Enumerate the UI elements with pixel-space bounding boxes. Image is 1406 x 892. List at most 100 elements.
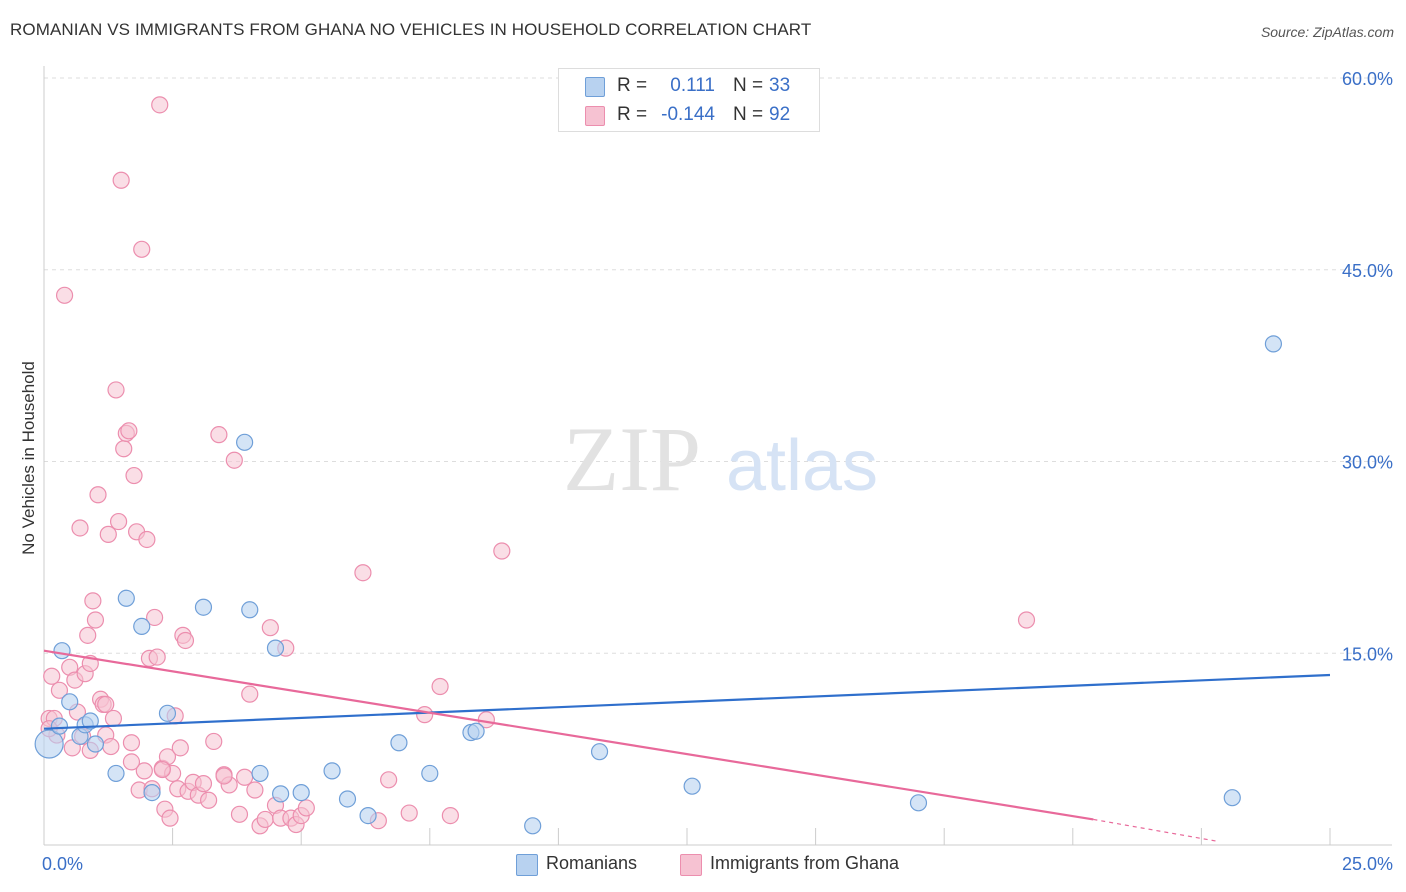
legend-n-label: N = [733, 104, 764, 125]
axes [43, 66, 1392, 846]
data-point-romanians [133, 617, 151, 636]
x-tick-labels: 0.0% 25.0% [42, 854, 1393, 874]
legend-r-value: 0.111 [670, 75, 715, 96]
x-tick-label: 25.0% [1342, 854, 1393, 874]
data-point-romanians [34, 729, 64, 759]
data-point-ghana [135, 762, 153, 780]
y-tick-label: 60.0% [1342, 69, 1393, 89]
data-point-romanians [117, 589, 135, 607]
data-point-ghana [256, 810, 274, 829]
data-point-ghana [400, 804, 418, 822]
data-point-ghana [109, 512, 128, 531]
data-point-ghana [194, 775, 213, 793]
data-point-ghana [133, 240, 151, 258]
legend-swatch-blue [585, 77, 605, 97]
trend-line-ghana [43, 649, 1094, 821]
data-point-romanians [359, 806, 377, 825]
data-point-ghana [246, 781, 264, 799]
data-point-ghana [71, 519, 89, 537]
legend-r-value: -0.144 [661, 104, 715, 125]
y-axis-label: No Vehicles in Household [19, 361, 38, 555]
data-point-romanians [81, 712, 99, 730]
data-point-romanians [683, 777, 701, 795]
data-point-ghana [43, 667, 61, 685]
data-point-ghana [354, 564, 372, 582]
data-point-ghana [50, 681, 69, 699]
data-point-ghana [89, 486, 107, 504]
data-point-romanians [272, 785, 290, 803]
data-point-romanians [241, 601, 259, 619]
legend-n-value: 33 [769, 75, 791, 96]
data-point-ghana [122, 753, 141, 771]
data-point-romanians [1264, 335, 1283, 353]
legend-swatch-blue [516, 854, 538, 876]
data-point-ghana [104, 709, 123, 728]
data-point-ghana [171, 739, 189, 757]
legend-n-label: N = [733, 75, 764, 96]
data-point-romanians [86, 735, 105, 753]
data-point-ghana [176, 631, 195, 650]
trend-lines [43, 649, 1331, 842]
watermark: ZIP atlas [563, 408, 878, 510]
data-point-ghana [120, 422, 138, 440]
data-point-romanians [590, 743, 609, 761]
data-point-ghana [97, 695, 115, 713]
data-point-ghana [148, 648, 166, 666]
data-point-ghana [261, 619, 279, 637]
y-tick-label: 45.0% [1342, 261, 1393, 281]
data-point-ghana [241, 685, 259, 703]
legend-swatch-pink [680, 854, 702, 876]
data-point-ghana [107, 381, 125, 399]
data-point-ghana [200, 791, 218, 809]
watermark-atlas: atlas [726, 426, 878, 506]
data-point-ghana [230, 805, 249, 823]
data-point-romanians [467, 722, 485, 740]
data-point-romanians [390, 734, 408, 752]
trend-line-romanians [43, 673, 1331, 730]
data-point-romanians [421, 764, 439, 783]
data-point-romanians [50, 717, 69, 735]
data-point-ghana [102, 737, 120, 756]
trend-line-ghana-extension [1093, 818, 1217, 842]
grid [44, 77, 1392, 654]
data-point-ghana [441, 806, 459, 825]
data-point-ghana [215, 767, 233, 785]
y-tick-label: 30.0% [1342, 453, 1393, 473]
data-point-romanians [292, 783, 310, 802]
legend-n-value: 92 [769, 104, 791, 125]
data-point-ghana [297, 799, 315, 817]
data-point-ghana [380, 771, 398, 789]
data-point-ghana [225, 451, 243, 469]
x-tick-label: 0.0% [42, 854, 83, 874]
chart-title: ROMANIAN VS IMMIGRANTS FROM GHANA NO VEH… [10, 20, 812, 39]
data-point-ghana [153, 760, 171, 779]
data-point-ghana [431, 677, 449, 696]
data-point-romanians [338, 790, 357, 808]
data-point-ghana [416, 706, 434, 724]
legend-label-romanians: Romanians [546, 853, 638, 873]
data-point-ghana [115, 440, 133, 458]
data-point-romanians [53, 642, 71, 660]
legend-swatch-pink [585, 106, 605, 126]
legend-row-ghana: R = -0.144 N = 92 [559, 100, 819, 130]
data-point-romanians [251, 764, 269, 783]
data-point-ghana [151, 96, 169, 114]
legend-row-romanians: R = 0.111 N = 33 [559, 71, 819, 101]
data-point-romanians [266, 639, 285, 657]
data-point-romanians [323, 762, 341, 780]
data-point-ghana [86, 611, 105, 629]
data-point-romanians [158, 704, 177, 722]
data-point-ghana [125, 466, 143, 485]
data-point-ghana [210, 426, 228, 444]
data-point-ghana [55, 286, 74, 304]
data-point-romanians [61, 693, 79, 711]
data-point-romanians [107, 764, 125, 783]
data-point-romanians [236, 433, 254, 451]
data-point-ghana [1017, 611, 1036, 629]
stats-legend: R = 0.111 N = 33 R = -0.144 N = 92 [558, 68, 820, 132]
data-point-ghana [493, 542, 511, 560]
data-point-ghana [84, 592, 102, 610]
y-tick-labels: 15.0% 30.0% 45.0% 60.0% [1342, 69, 1393, 664]
series-legend: Romanians Immigrants from Ghana [0, 852, 1406, 878]
